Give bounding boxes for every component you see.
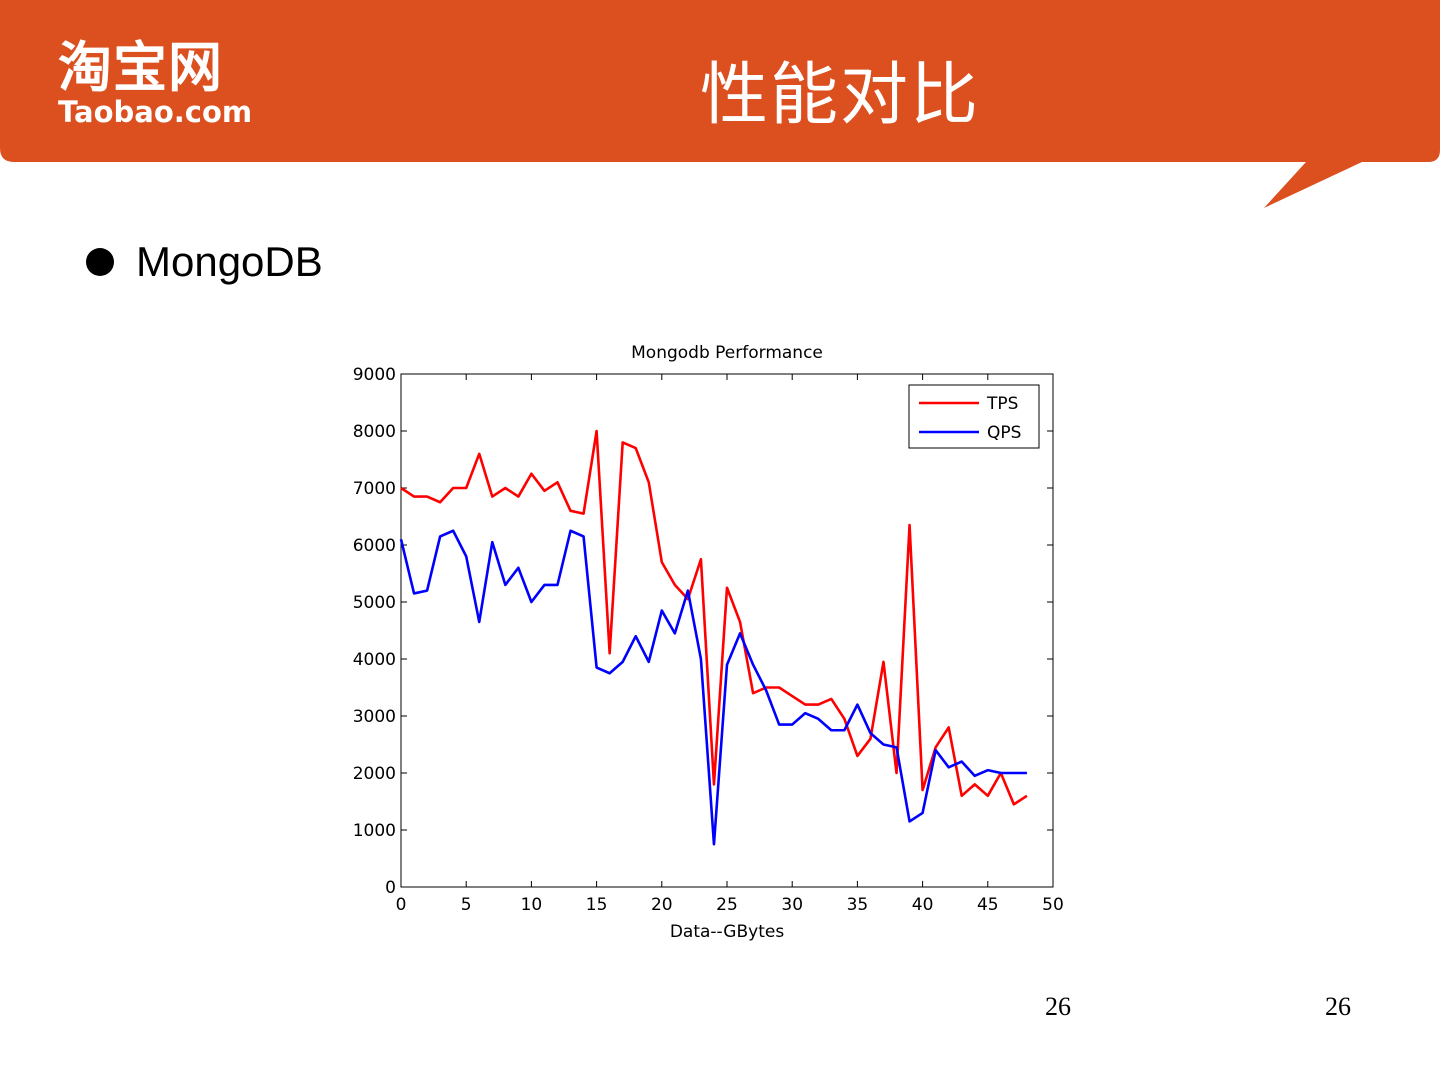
y-tick-label: 0 — [385, 878, 396, 898]
y-tick-label: 2000 — [353, 764, 396, 784]
y-tick-label: 7000 — [353, 479, 396, 499]
legend-box — [908, 384, 1040, 449]
bullet-text: MongoDB — [136, 238, 323, 285]
bullet-item: MongoDB — [86, 232, 323, 292]
x-tick-label: 0 — [396, 895, 407, 915]
slide-title: 性能对比 — [700, 56, 981, 135]
plot-area — [400, 373, 1054, 888]
taobao-logo: 淘宝网 Taobao.com — [58, 36, 273, 129]
logo-english-text: Taobao.com — [58, 95, 253, 129]
y-tick-label: 8000 — [353, 422, 396, 442]
y-tick-label: 1000 — [353, 821, 396, 841]
y-tick-label: 4000 — [353, 650, 396, 670]
series-line-qps — [399, 529, 1027, 846]
legend-label-qps: QPS — [987, 423, 1021, 443]
x-tick-label: 45 — [977, 895, 999, 915]
x-tick-label: 50 — [1042, 895, 1064, 915]
x-tick-label: 15 — [586, 895, 608, 915]
banner-shape — [0, 0, 1440, 208]
x-tick-label: 10 — [521, 895, 543, 915]
y-tick-label: 9000 — [353, 365, 396, 385]
bullet-dot-icon — [86, 248, 114, 276]
y-tick-label: 5000 — [353, 593, 396, 613]
slide-number: 26 — [1325, 992, 1351, 1021]
x-tick-label: 35 — [847, 895, 869, 915]
x-tick-label: 40 — [912, 895, 934, 915]
x-tick-label: 5 — [461, 895, 472, 915]
y-tick-label: 3000 — [353, 707, 396, 727]
header-banner — [0, 0, 1440, 208]
x-tick-label: 25 — [716, 895, 738, 915]
y-tick-label: 6000 — [353, 536, 396, 556]
series-line-tps — [400, 429, 1028, 806]
x-axis-label: Data--GBytes — [670, 922, 785, 942]
x-tick-label: 20 — [651, 895, 673, 915]
x-tick-label: 30 — [781, 895, 803, 915]
logo-chinese-text: 淘宝网 — [58, 36, 223, 99]
page-number: 26 — [1045, 992, 1071, 1021]
chart-title: Mongodb Performance — [631, 343, 823, 363]
legend-label-tps: TPS — [986, 394, 1018, 414]
